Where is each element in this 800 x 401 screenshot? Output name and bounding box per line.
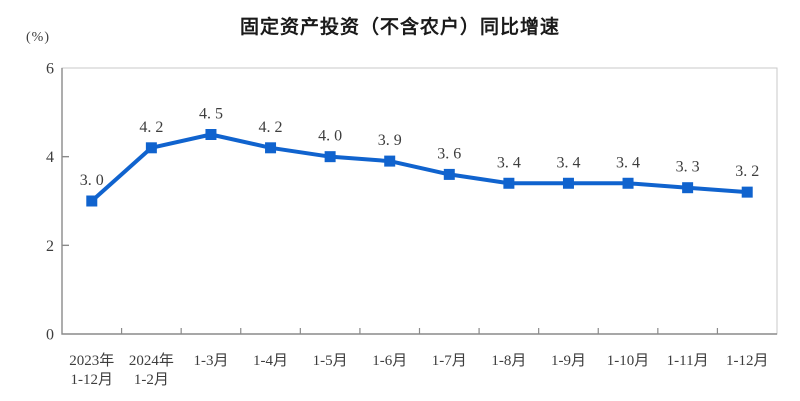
x-axis-category-label: 1-3月 — [193, 353, 228, 369]
data-point-marker — [86, 195, 98, 207]
data-point-marker — [562, 177, 574, 189]
data-point-marker — [145, 142, 157, 154]
x-axis-category-label: 1-12月 — [71, 372, 114, 388]
data-point-marker — [265, 142, 277, 154]
x-axis-category-label: 1-2月 — [134, 372, 169, 388]
data-point-label: 4. 0 — [318, 128, 342, 145]
data-point-marker — [503, 177, 515, 189]
x-axis-category-label: 1-6月 — [372, 353, 407, 369]
data-point-label: 3. 0 — [80, 172, 104, 189]
data-point-label: 3. 4 — [497, 154, 521, 171]
y-axis-tick-label: 2 — [46, 238, 54, 255]
data-point-label: 4. 2 — [259, 119, 283, 136]
data-point-label: 3. 4 — [616, 154, 640, 171]
y-axis-tick-label: 6 — [46, 61, 54, 78]
data-point-marker — [622, 177, 634, 189]
y-axis-tick-label: 0 — [46, 327, 54, 344]
data-point-label: 4. 2 — [139, 119, 163, 136]
data-point-marker — [384, 155, 396, 167]
data-point-label: 3. 9 — [378, 132, 402, 149]
data-point-marker — [205, 129, 217, 140]
data-point-label: 4. 5 — [199, 106, 223, 123]
data-point-label: 3. 3 — [676, 159, 700, 176]
x-axis-category-label: 1-7月 — [432, 353, 467, 369]
data-point-label: 3. 2 — [735, 163, 759, 180]
x-axis-category-label: 2023年 — [69, 352, 114, 369]
data-point-marker — [443, 168, 455, 180]
x-axis-category-label: 1-4月 — [253, 353, 288, 369]
chart-title: 固定资产投资（不含农户）同比增速 — [239, 17, 560, 38]
data-point-label: 3. 6 — [437, 145, 461, 162]
data-point-label: 3. 4 — [556, 154, 580, 171]
data-line — [89, 132, 750, 203]
y-axis-tick-label: 4 — [46, 149, 54, 166]
y-axis-unit-label: (%) — [26, 30, 50, 45]
plot-border — [61, 67, 778, 335]
axis-lines — [61, 68, 777, 335]
x-axis-category-label: 1-5月 — [313, 353, 348, 369]
x-axis-category-label: 2024年 — [129, 352, 174, 369]
data-point-marker — [682, 182, 694, 194]
x-axis-category-label: 1-9月 — [551, 353, 586, 369]
x-axis-category-label: 1-12月 — [726, 353, 769, 369]
data-point-marker — [324, 151, 336, 163]
x-axis-category-label: 1-10月 — [607, 353, 650, 369]
data-point-marker — [741, 186, 753, 198]
x-axis-category-label: 1-11月 — [667, 353, 709, 369]
x-axis-category-label: 1-8月 — [491, 353, 526, 369]
